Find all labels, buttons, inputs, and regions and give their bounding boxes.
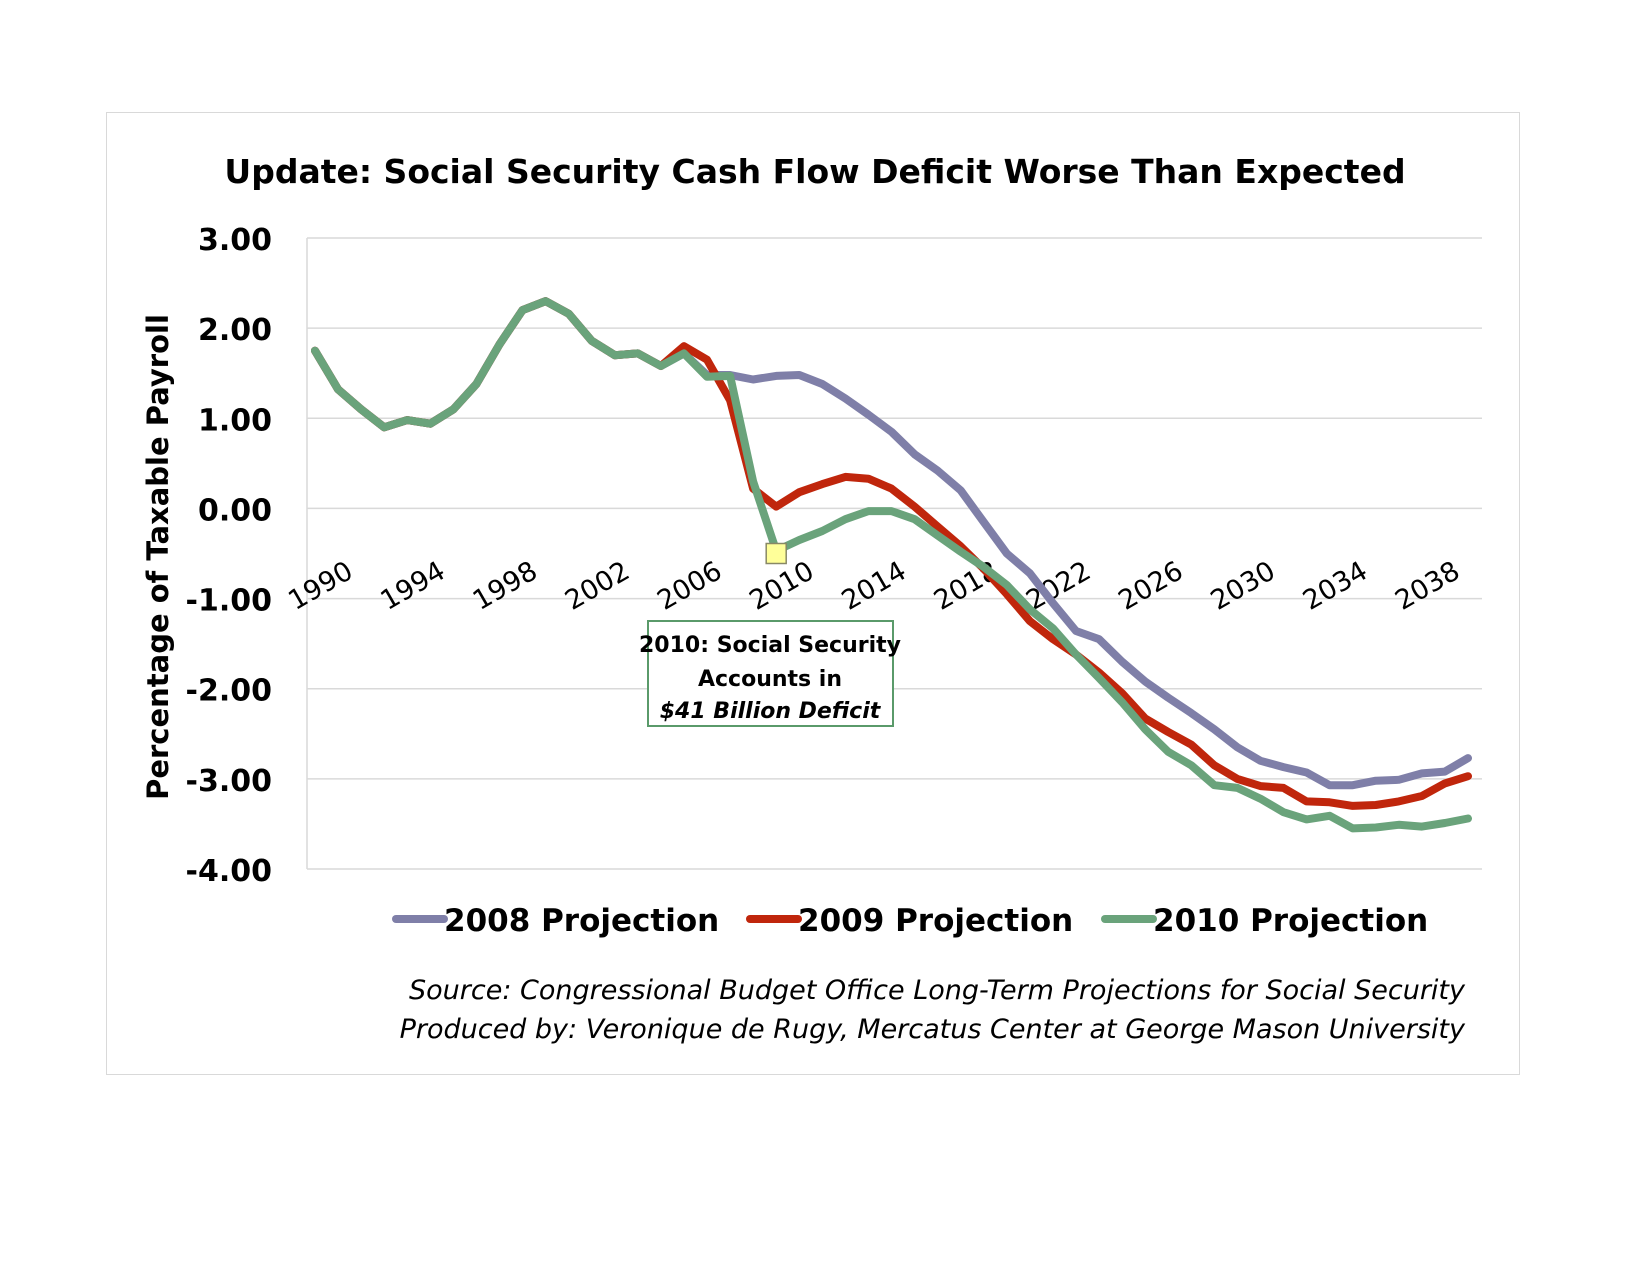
y-tick-label: -1.00: [186, 584, 272, 619]
x-tick-label: 2034: [1298, 555, 1373, 616]
chart-title: Update: Social Security Cash Flow Defici…: [224, 152, 1405, 191]
x-tick-label: 2014: [837, 555, 912, 616]
grid-lines: [306, 237, 1482, 870]
x-tick-label: 1994: [375, 555, 450, 616]
chart-frame: [106, 112, 1520, 1075]
x-tick-label: 2038: [1390, 555, 1465, 616]
x-tick-label: 2002: [560, 555, 635, 616]
x-tick-label: 2030: [1206, 555, 1281, 616]
series-lines: [311, 297, 1472, 833]
y-tick-label: -4.00: [186, 854, 272, 889]
x-tick-label: 2006: [652, 555, 727, 616]
y-tick-label: -2.00: [186, 674, 272, 709]
x-tick-label: 1998: [468, 555, 543, 616]
annotation-marker: [765, 542, 787, 565]
x-tick-label: 1990: [283, 555, 358, 616]
x-tick-label: 2026: [1113, 555, 1188, 616]
annotation: 2010: Social Security Accounts in $41 Bill…: [639, 542, 901, 727]
annotation-text: 2010: Social Security: [639, 633, 901, 658]
y-tick-label: 0.00: [198, 493, 272, 528]
producer-note: Produced by: Veronique de Rugy, Mercatus…: [399, 1014, 1465, 1045]
x-tick-label: 2010: [744, 555, 819, 616]
series-line-3: [311, 297, 1472, 833]
y-tick-label: 2.00: [198, 313, 272, 348]
legend-label-1: 2008 Projection: [444, 903, 719, 939]
legend-label-2: 2009 Projection: [798, 903, 1073, 939]
y-tick-label: 3.00: [198, 223, 272, 258]
y-tick-label: 1.00: [198, 403, 272, 438]
x-tick-label: 2018: [929, 555, 1004, 616]
series-line-2: [311, 297, 1472, 810]
annotation-box: [647, 620, 894, 727]
source-note: Source: Congressional Budget Office Long…: [409, 975, 1465, 1006]
annotation-text: $41 Billion Deficit: [660, 699, 882, 724]
legend-label-3: 2010 Projection: [1153, 903, 1428, 939]
y-tick-label: -3.00: [186, 764, 272, 799]
y-axis-title: Percentage of Taxable Payroll: [141, 314, 175, 800]
annotation-text: Accounts in: [698, 667, 842, 692]
legend: 2008 Projection 2009 Projection 2010 Proje…: [392, 903, 1428, 939]
